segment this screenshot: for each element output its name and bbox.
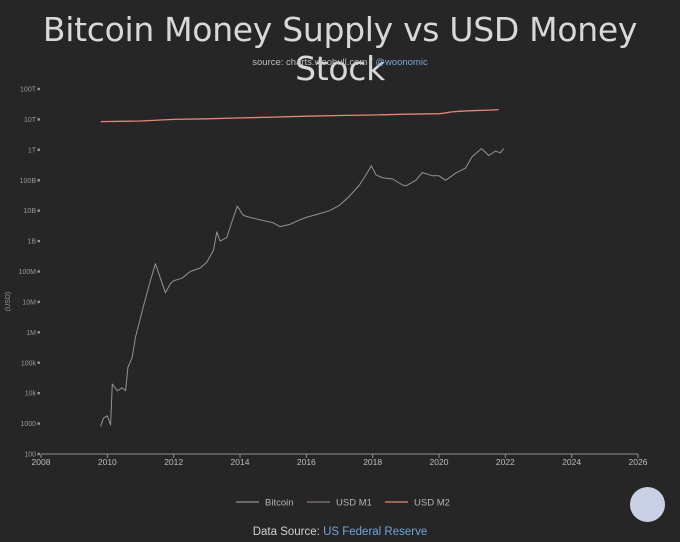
x-tick-label: 2020	[430, 457, 449, 467]
legend-label-usd-m2: USD M2	[414, 497, 450, 508]
x-tick-label: 2012	[164, 457, 183, 467]
footer-prefix: Data Source:	[252, 526, 324, 538]
x-tick-label: 2014	[231, 457, 250, 467]
y-tick-marker	[37, 361, 40, 364]
y-tick-marker	[37, 179, 40, 182]
x-tick-label: 2010	[98, 457, 117, 467]
y-tick-label: 10B	[24, 208, 37, 215]
y-tick-marker	[37, 87, 40, 91]
x-tick-label: 2024	[562, 457, 581, 467]
y-tick-label: 1B	[27, 239, 36, 246]
y-tick-marker	[37, 300, 40, 304]
y-tick-label: 1M	[26, 330, 36, 337]
data-source-footer: Data Source: US Federal Reserve	[0, 526, 680, 538]
subtitle-source: source: charts.woobull.com /	[252, 57, 376, 68]
chart-subtitle: source: charts.woobull.com / @woonomic	[0, 57, 680, 68]
x-tick-label: 2022	[496, 457, 515, 467]
y-tick-label: 100M	[18, 269, 36, 276]
y-tick-label: 1000	[20, 421, 36, 428]
y-tick-marker	[37, 331, 40, 334]
y-tick-marker	[37, 209, 40, 212]
y-tick-label: 100T	[20, 87, 37, 94]
legend-label-bitcoin: Bitcoin	[265, 497, 294, 508]
x-tick-label: 2018	[363, 457, 382, 467]
series-line-bitcoin	[100, 148, 505, 427]
y-tick-marker	[37, 148, 40, 152]
y-axis-label: (USD)	[5, 292, 12, 311]
chart-canvas: 2008 2010 2012 2014 2016 2018 2020 2022 2024 2026…	[5, 87, 648, 509]
y-tick-marker	[37, 118, 40, 121]
y-tick-label: 100k	[21, 360, 37, 367]
x-tick-label: 2016	[297, 457, 316, 467]
floating-action-button[interactable]	[630, 487, 665, 522]
x-tick-label: 2026	[629, 457, 648, 467]
series-line-usd-m2	[100, 108, 499, 123]
subtitle-handle-link[interactable]: @woonomic	[375, 57, 428, 68]
y-tick-label: 100	[24, 452, 36, 459]
y-tick-label: 10k	[25, 391, 37, 398]
footer-source-link[interactable]: US Federal Reserve	[323, 526, 428, 538]
x-tick-label: 2008	[32, 457, 51, 467]
y-tick-marker	[37, 391, 40, 395]
y-tick-marker	[37, 452, 40, 456]
y-tick-label: 100B	[20, 178, 37, 185]
y-tick-label: 10M	[22, 299, 36, 306]
y-tick-marker	[37, 239, 40, 243]
y-tick-label: 10T	[24, 117, 37, 124]
chart-title: Bitcoin Money Supply vs USD Money Stock	[42, 10, 638, 88]
y-tick-marker	[37, 422, 40, 425]
y-tick-label: 1T	[28, 147, 37, 154]
legend-label-usd-m1: USD M1	[336, 497, 372, 508]
y-tick-marker	[37, 270, 40, 273]
